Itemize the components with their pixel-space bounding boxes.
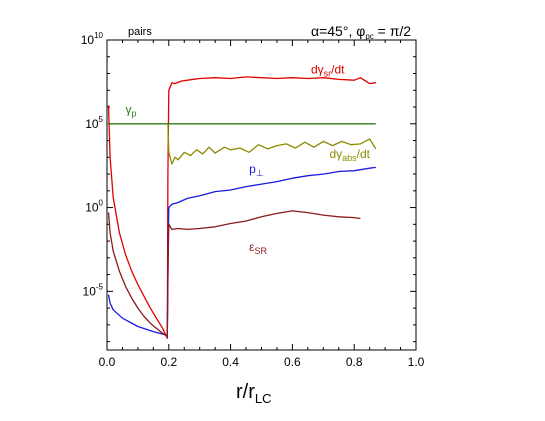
plot-frame [106,39,417,351]
x-tick-label: 1.0 [408,355,425,369]
series-label-1: γp [126,103,137,119]
series-labels: dγsr/dt γp dγabs/dt p⊥ εSR [126,63,371,257]
series-label-4: εSR [249,240,267,256]
y-tick-label: 1010 [81,31,104,47]
x-tick-label: 0.6 [284,355,301,369]
series-label-0: dγsr/dt [311,63,345,79]
series-lines [107,76,377,339]
corner-label: pairs [128,26,152,38]
series-label-3: p⊥ [249,162,264,178]
y-tick-label: 10-5 [83,282,104,298]
chart-title: α=45°, φpc = π/2 [311,23,411,41]
y-tick-label: 105 [85,115,103,131]
x-tick-label: 0.0 [99,355,116,369]
series-line-0 [107,76,376,339]
x-tick-label: 0.4 [222,355,239,369]
x-tick-label: 0.8 [346,355,363,369]
axis-ticks: 0.0 0.2 0.4 0.6 0.8 1.0 1010 105 100 10-5 [81,31,425,369]
x-axis-label: r/rLC [236,381,272,406]
series-label-2: dγabs/dt [329,147,370,163]
x-tick-label: 0.2 [160,355,177,369]
y-tick-label: 100 [85,199,103,215]
series-line-3 [107,166,376,338]
series-line-4 [107,210,361,338]
series-line-2 [167,123,377,165]
